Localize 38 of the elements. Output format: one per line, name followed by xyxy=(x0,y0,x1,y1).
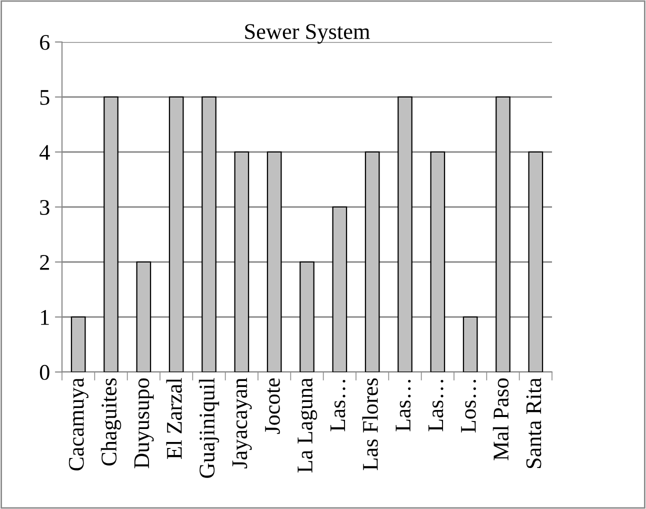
bar xyxy=(136,261,152,372)
x-tick-label: Cacamuya xyxy=(68,378,88,470)
bar xyxy=(332,206,348,372)
x-tick-label: Las… xyxy=(428,380,444,432)
y-tick-label: 3 xyxy=(40,200,50,215)
x-tick-label: Chaguites xyxy=(100,378,122,466)
x-tick-label: Mal Paso xyxy=(492,378,509,460)
x-tick-label: Santa Rita xyxy=(526,378,542,468)
bar xyxy=(398,96,412,372)
y-tick-label: 1 xyxy=(41,310,49,325)
x-tick-label: Duyusupo xyxy=(134,378,154,468)
x-tick-label: Las Flores xyxy=(362,378,378,470)
x-tick-label: Jocote xyxy=(265,378,280,434)
bar xyxy=(168,96,184,372)
bar xyxy=(104,96,118,372)
y-tick-label: 4 xyxy=(40,145,50,160)
bar xyxy=(462,316,478,372)
x-tick-label: Guajiniquil xyxy=(198,378,220,478)
bar xyxy=(300,261,314,372)
chart-title: Sewer System xyxy=(245,24,370,44)
bar xyxy=(266,151,282,372)
bar xyxy=(364,151,380,372)
x-tick-label: Los… xyxy=(461,380,476,432)
bar xyxy=(202,96,216,372)
bar xyxy=(234,151,250,372)
bar xyxy=(430,151,446,372)
x-tick-label: Las… xyxy=(330,380,346,432)
x-tick-label: El Zarzal xyxy=(166,378,182,459)
x-tick-label: Jayacayan xyxy=(232,378,252,468)
bar xyxy=(528,151,544,372)
x-tick-label: La Laguna xyxy=(298,378,318,473)
y-tick-label: 0 xyxy=(40,364,50,380)
bar xyxy=(496,96,510,372)
y-tick-label: 5 xyxy=(40,90,50,105)
bar xyxy=(70,316,86,372)
x-tick-label: Las… xyxy=(396,380,411,432)
y-tick-label: 6 xyxy=(40,34,50,50)
y-tick-label: 2 xyxy=(40,254,49,270)
